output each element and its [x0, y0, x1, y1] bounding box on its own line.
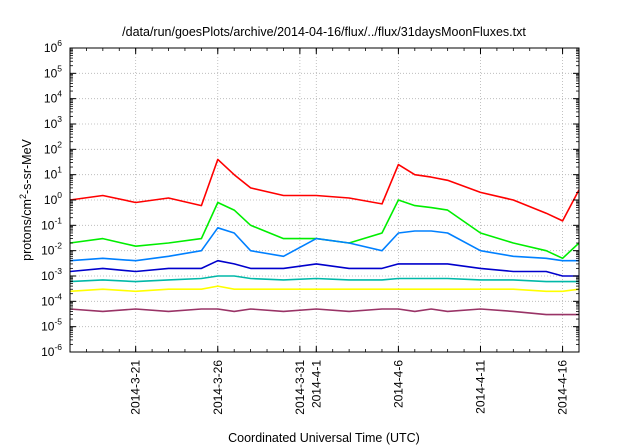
x-tick-label: 2014-3-31: [293, 360, 307, 415]
y-tick-base: 10: [41, 269, 55, 283]
y-tick-base: 10: [41, 294, 55, 308]
y-tick-exponent: 3: [57, 114, 62, 124]
y-tick-exponent: 2: [57, 139, 62, 149]
x-tick-label: 2014-3-21: [129, 360, 143, 415]
y-axis-label-sup: 2: [18, 194, 28, 199]
y-tick-label: 100: [44, 190, 62, 207]
y-tick-base: 10: [44, 168, 58, 182]
x-tick-label: 2014-4-6: [391, 360, 405, 408]
y-tick-label: 106: [44, 38, 62, 55]
y-tick-base: 10: [41, 218, 55, 232]
y-tick-label: 101: [44, 165, 62, 182]
y-tick-labels: 10-610-510-410-310-210-11001011021031041…: [41, 38, 62, 359]
chart-title: /data/run/goesPlots/archive/2014-04-16/f…: [122, 25, 526, 39]
y-tick-base: 10: [44, 117, 58, 131]
x-tick-labels: 2014-3-21 2014-3-26 2014-3-31 2014-4-1 2014-…: [129, 360, 570, 415]
y-tick-label: 10-5: [41, 317, 62, 334]
x-tick-label: 2014-3-26: [211, 360, 225, 415]
y-tick-base: 10: [44, 92, 58, 106]
y-tick-base: 10: [44, 193, 58, 207]
x-tick-label: 2014-4-11: [473, 360, 487, 414]
y-axis-label-rest: -s-sr-MeV: [20, 138, 34, 194]
y-tick-label: 105: [44, 63, 62, 80]
y-tick-exponent: -4: [54, 291, 62, 301]
y-tick-label: 10-6: [41, 342, 62, 359]
y-tick-base: 10: [41, 244, 55, 258]
y-tick-exponent: -2: [54, 241, 62, 251]
y-tick-label: 10-4: [41, 291, 62, 308]
y-tick-exponent: 1: [57, 165, 62, 175]
x-tick-label: 2014-4-1: [309, 360, 323, 408]
y-tick-exponent: -6: [54, 342, 62, 352]
x-axis-label: Coordinated Universal Time (UTC): [228, 431, 420, 445]
y-tick-label: 103: [44, 114, 62, 131]
y-tick-exponent: -3: [54, 266, 62, 276]
y-tick-exponent: 4: [57, 89, 62, 99]
series-line-3: [69, 227, 579, 262]
series-line-6: [69, 285, 580, 293]
y-tick-label: 102: [44, 139, 62, 156]
y-tick-label: 10-2: [41, 241, 62, 258]
y-tick-label: 10-3: [41, 266, 62, 283]
y-tick-exponent: 5: [57, 63, 62, 73]
series-line-7: [69, 308, 579, 316]
series-line-5: [69, 275, 579, 283]
y-tick-exponent: 6: [57, 38, 62, 48]
grid: [70, 48, 579, 352]
series-line-4: [69, 259, 579, 277]
y-axis-label-base: protons/cm: [20, 199, 34, 261]
y-tick-label: 104: [44, 89, 62, 106]
y-tick-label: 10-1: [41, 215, 62, 232]
series-group: [69, 158, 580, 316]
y-tick-exponent: -5: [54, 317, 62, 327]
y-tick-base: 10: [44, 41, 58, 55]
y-tick-exponent: -1: [54, 215, 62, 225]
axis-ticks: [69, 47, 580, 353]
y-tick-base: 10: [41, 345, 55, 359]
y-tick-base: 10: [44, 66, 58, 80]
y-tick-base: 10: [44, 142, 58, 156]
y-tick-base: 10: [41, 320, 55, 334]
x-tick-label: 2014-4-16: [556, 360, 570, 415]
y-tick-exponent: 0: [57, 190, 62, 200]
series-line-1: [69, 158, 580, 222]
y-axis-label: protons/cm2-s-sr-MeV: [18, 138, 34, 260]
